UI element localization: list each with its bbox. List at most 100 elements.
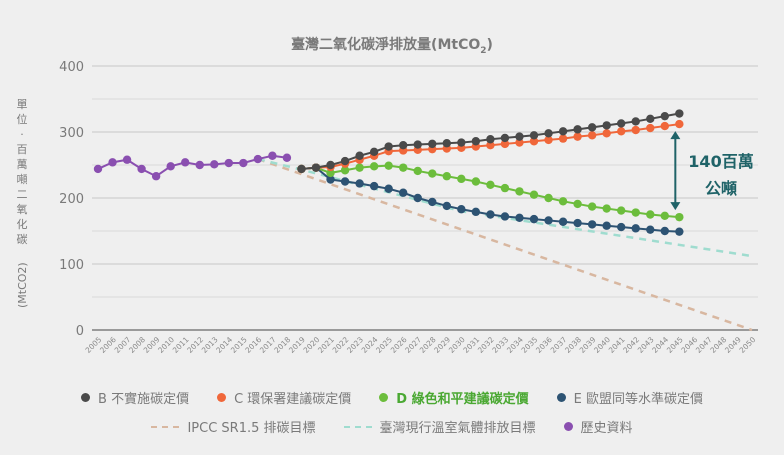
data-point-E	[399, 188, 408, 197]
data-point-C	[660, 121, 669, 131]
data-point-E	[660, 226, 669, 236]
data-point-D	[399, 163, 408, 172]
data-point-D	[602, 204, 611, 213]
data-point-B	[457, 138, 466, 147]
data-point-B	[544, 129, 553, 138]
data-point-D	[515, 187, 524, 196]
data-point-E	[340, 177, 350, 186]
legend-dot-icon	[379, 393, 389, 402]
data-point-hist	[253, 154, 263, 164]
data-point-B	[587, 123, 597, 132]
data-point-E	[631, 224, 640, 233]
data-point-C	[631, 125, 640, 135]
data-point-B	[340, 156, 350, 166]
data-point-E	[515, 213, 524, 222]
data-point-hist	[210, 160, 219, 169]
data-point-E	[486, 210, 495, 219]
y-label-char: 碳	[17, 232, 28, 246]
data-point-hist	[195, 160, 204, 170]
data-point-E	[384, 184, 393, 193]
legend-dash-icon	[151, 425, 180, 428]
y-tick-label: 100	[59, 258, 84, 273]
data-point-C	[587, 131, 597, 140]
legend-item-hist: 歷史資料	[563, 417, 633, 436]
data-point-B	[471, 137, 481, 146]
data-point-C	[486, 141, 495, 150]
data-point-D	[587, 202, 597, 211]
data-point-E	[646, 225, 655, 234]
data-point-D	[573, 199, 582, 209]
data-point-B	[558, 127, 568, 136]
x-axis-ticks: 2005200620072008200920102011201220132014…	[84, 335, 758, 355]
data-point-D	[500, 183, 510, 193]
y-label-char: 位	[17, 112, 28, 126]
data-point-B	[399, 141, 408, 150]
data-point-C	[529, 137, 539, 146]
data-point-hist	[137, 164, 146, 174]
data-point-D	[646, 210, 655, 219]
data-point-D	[413, 166, 422, 176]
legend-dot-icon	[556, 393, 566, 402]
data-point-C	[675, 119, 684, 129]
data-point-D	[486, 180, 495, 189]
data-point-B	[428, 139, 437, 149]
series-line-ipcc	[257, 157, 753, 332]
data-point-hist	[268, 151, 277, 160]
series-ipcc	[257, 157, 753, 332]
data-point-C	[544, 135, 553, 145]
data-point-hist	[282, 153, 292, 162]
x-tick-label: 2050	[738, 335, 758, 355]
data-point-D	[529, 190, 539, 199]
data-point-B	[675, 109, 684, 118]
y-label-unit: (MtCO2)	[16, 262, 29, 308]
data-point-B	[515, 132, 524, 141]
data-point-E	[369, 181, 379, 191]
y-tick-label: 400	[59, 60, 84, 75]
data-point-B	[529, 131, 539, 140]
data-point-D	[617, 206, 626, 215]
data-point-D	[355, 163, 364, 172]
data-point-D	[544, 193, 553, 203]
data-point-E	[355, 179, 364, 188]
data-point-D	[442, 172, 451, 181]
data-point-E	[573, 218, 582, 228]
y-axis-ticks: 0 100 200 300 400	[59, 60, 84, 339]
data-point-C	[573, 132, 582, 141]
data-point-B	[486, 135, 495, 144]
data-point-hist	[239, 158, 248, 168]
annotation-text-line1: 140百萬	[688, 152, 753, 171]
data-point-E	[413, 193, 422, 203]
data-point-E	[500, 212, 510, 221]
data-point-hist	[151, 172, 161, 181]
series-line-E	[301, 166, 680, 233]
data-point-E	[617, 222, 626, 232]
data-point-D	[384, 161, 393, 170]
y-tick-label: 200	[59, 192, 84, 207]
y-label-char: 化	[17, 217, 28, 231]
data-point-D	[660, 211, 669, 221]
data-point-B	[311, 163, 321, 172]
series-group	[93, 109, 753, 332]
data-point-B	[369, 147, 379, 156]
data-point-hist	[122, 155, 132, 164]
data-point-B	[413, 140, 422, 149]
data-point-E	[587, 220, 597, 229]
legend-dot-icon	[217, 393, 227, 402]
y-tick-label: 300	[59, 126, 84, 141]
series-tw	[257, 157, 753, 258]
legend-label: IPCC SR1.5 排碳目標	[187, 421, 316, 436]
data-point-D	[457, 174, 466, 184]
data-point-B	[660, 111, 669, 121]
data-point-C	[515, 138, 524, 147]
data-point-C	[646, 123, 655, 133]
y-label-char: 噸	[17, 172, 28, 186]
data-point-B	[602, 121, 611, 130]
data-point-B	[384, 142, 393, 151]
data-point-B	[617, 119, 626, 128]
series-D	[297, 161, 684, 222]
data-point-hist	[181, 158, 190, 167]
legend-item-E: E 歐盟同等水準碳定價	[556, 388, 703, 407]
series-B	[297, 109, 684, 174]
